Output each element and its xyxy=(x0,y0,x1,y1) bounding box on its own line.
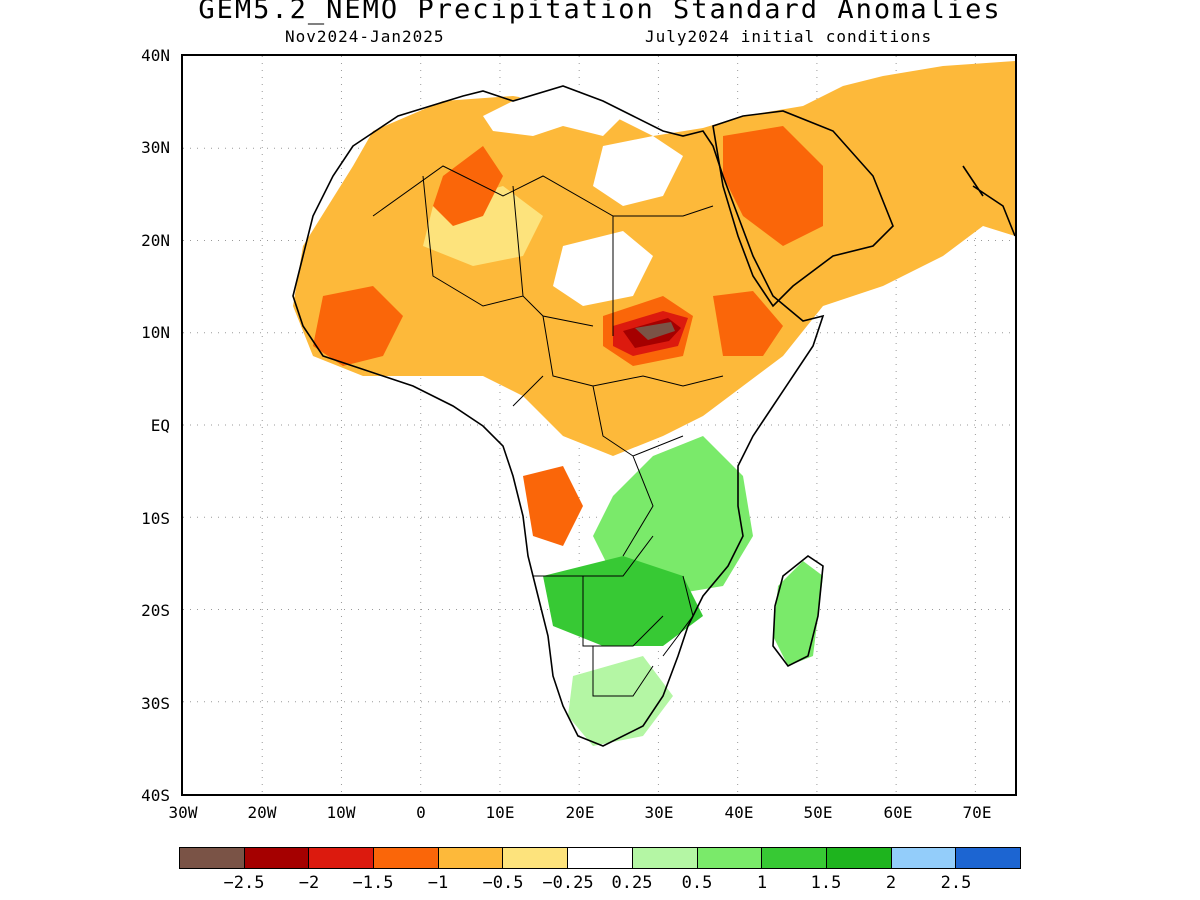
lat-label-10s: 10S xyxy=(141,509,170,528)
border-lines-south xyxy=(533,535,694,697)
country-borders xyxy=(372,165,724,697)
lat-label-30n: 30N xyxy=(141,138,170,157)
legend-label: 0.5 xyxy=(681,873,713,893)
arabia-coastline xyxy=(712,110,894,308)
lat-label-10n: 10N xyxy=(141,323,170,342)
legend-swatch xyxy=(503,848,569,868)
anomaly-region-orange-sahara xyxy=(433,146,503,226)
lon-label-70e: 70E xyxy=(962,803,992,822)
legend-swatch xyxy=(891,848,957,868)
lon-label-40e: 40E xyxy=(724,803,754,822)
anomaly-region-green-east-africa xyxy=(593,436,753,596)
anomaly-region-green-madagascar xyxy=(773,561,823,666)
anomaly-map xyxy=(183,56,1015,794)
lon-label-20w: 20W xyxy=(247,803,277,822)
legend-label: 0.25 xyxy=(611,873,653,893)
legend-swatch xyxy=(309,848,375,868)
initial-conditions: July2024 initial conditions xyxy=(645,27,933,46)
anomaly-region-orange-ethiopia xyxy=(713,291,783,356)
legend-swatch xyxy=(632,848,698,868)
border-lines-north xyxy=(372,165,714,336)
chart-title: GEM5.2_NEMO Precipitation Standard Anoma… xyxy=(198,0,1002,25)
lon-label-10w: 10W xyxy=(326,803,356,822)
anomaly-region-orange-arabia xyxy=(723,126,823,246)
lat-label-30s: 30S xyxy=(141,694,170,713)
anomaly-region-sahara-white xyxy=(483,96,623,136)
legend-label: −1.5 xyxy=(352,873,394,893)
africa-coastline xyxy=(292,85,825,747)
border-lines-central xyxy=(512,315,724,557)
lon-label-10e: 10E xyxy=(485,803,515,822)
legend-label: 2 xyxy=(885,873,897,893)
madagascar-coastline xyxy=(772,555,824,668)
legend-label: 1.5 xyxy=(810,873,842,893)
legend-label: −1 xyxy=(427,873,449,893)
anomaly-region-sahel-white xyxy=(553,231,653,306)
lat-label-20n: 20N xyxy=(141,231,170,250)
legend-label: −0.25 xyxy=(542,873,594,893)
legend-swatch xyxy=(568,848,633,868)
legend-swatch xyxy=(762,848,827,868)
anomaly-region-orange-congo xyxy=(523,466,583,546)
lat-label-eq: EQ xyxy=(150,416,170,435)
anomaly-region-lightgreen-south xyxy=(568,656,673,746)
anomaly-region-orange-westafrica xyxy=(313,286,403,366)
lon-label-20e: 20E xyxy=(565,803,595,822)
lon-label-60e: 60E xyxy=(883,803,913,822)
map-panel xyxy=(181,54,1017,796)
lon-label-0: 0 xyxy=(416,803,426,822)
legend-label: −2 xyxy=(298,873,320,893)
anomaly-fields xyxy=(293,61,1015,746)
lat-label-20s: 20S xyxy=(141,601,170,620)
lat-label-40n: 40N xyxy=(141,46,170,65)
forecast-period: Nov2024-Jan2025 xyxy=(285,27,445,46)
legend-label: −2.5 xyxy=(223,873,265,893)
coastlines xyxy=(292,85,1015,747)
legend-label: −0.5 xyxy=(482,873,524,893)
legend-swatch xyxy=(438,848,504,868)
legend-swatch xyxy=(374,848,439,868)
anomaly-region-north-africa xyxy=(293,61,1015,456)
legend-label: 1 xyxy=(756,873,768,893)
legend-swatch xyxy=(826,848,892,868)
legend-label: 2.5 xyxy=(940,873,972,893)
lon-label-30e: 30E xyxy=(644,803,674,822)
lat-label-40s: 40S xyxy=(141,786,170,805)
color-legend xyxy=(179,847,1021,869)
anomaly-region-egypt-white xyxy=(593,136,683,206)
anomaly-region-brown-sudan xyxy=(635,322,675,340)
india-coastline xyxy=(962,165,1015,237)
legend-swatch xyxy=(180,848,245,868)
lon-label-30w: 30W xyxy=(168,803,198,822)
lon-label-50e: 50E xyxy=(803,803,833,822)
legend-swatch xyxy=(697,848,763,868)
legend-swatch xyxy=(244,848,310,868)
legend-swatch xyxy=(956,848,1020,868)
